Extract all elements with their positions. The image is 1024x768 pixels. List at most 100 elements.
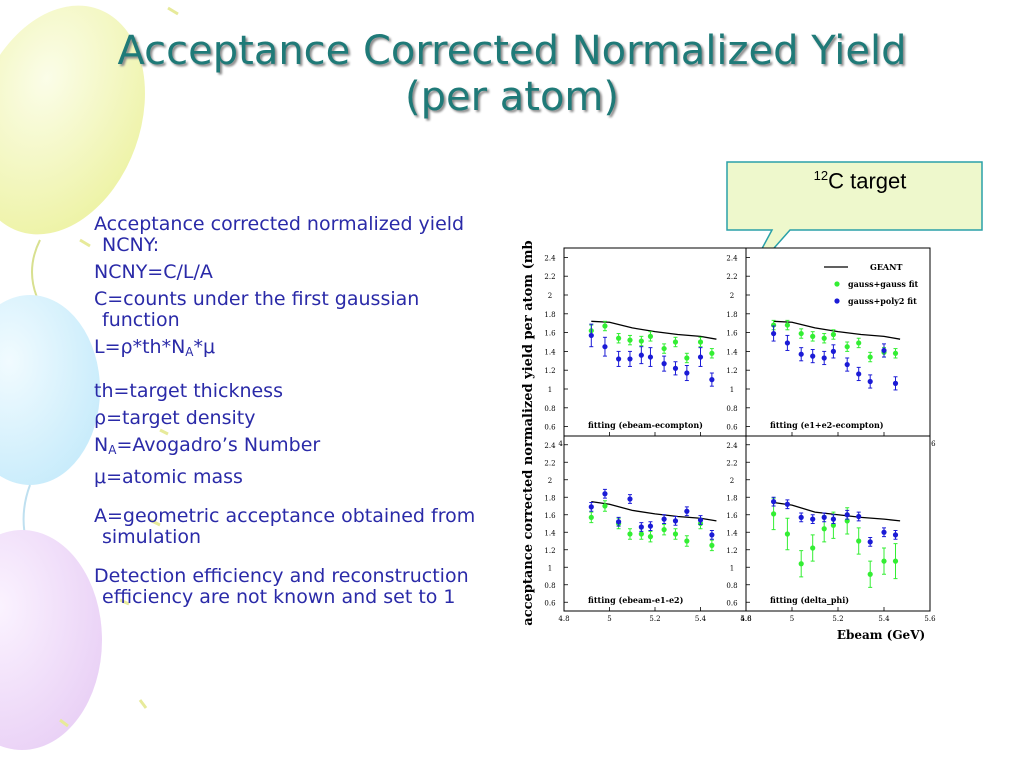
bullet-efficiency-note: Detection efficiency and reconstruction … (94, 565, 469, 608)
gauss-gauss-point (856, 340, 862, 346)
gauss-gauss-point (602, 323, 608, 329)
gauss-poly2-point (856, 513, 862, 520)
gauss-poly2-point (638, 352, 644, 358)
gauss-gauss-point (672, 339, 679, 345)
gauss-poly2-point (627, 356, 633, 362)
gauss-gauss-point (810, 545, 816, 551)
y-tick-label: 1 (548, 564, 552, 572)
gauss-poly2-point (830, 516, 836, 522)
gauss-poly2-point (616, 519, 622, 525)
gauss-poly2-point (821, 514, 827, 520)
callout-text: C target (828, 168, 907, 194)
gauss-poly2-point (881, 347, 887, 354)
gauss-poly2-point (844, 512, 850, 518)
gauss-poly2-point (661, 361, 667, 367)
definitions-list: Acceptance corrected normalized yield NC… (94, 214, 494, 614)
x-tick-label: 4.8 (558, 615, 569, 623)
y-tick-label: 2.4 (726, 254, 738, 262)
gauss-poly2-point (697, 517, 704, 523)
na-subscript: A (108, 443, 117, 457)
y-tick-label: 0.8 (726, 582, 737, 590)
chart-root: 0.6 0.8 1 1.2 1.4 1.6 1.8 2 2.2 2.4 4.8 5 5.2 5.4 5.6 f… (521, 240, 936, 642)
geant-curve (773, 501, 901, 522)
gauss-poly2-point (627, 496, 633, 502)
y-tick-label: 1.2 (726, 547, 737, 555)
gauss-poly2-point (821, 355, 827, 361)
gauss-poly2-point (588, 332, 594, 339)
gauss-gauss-point (638, 338, 644, 344)
bullet-ncny-intro: Acceptance corrected normalized yield NC… (94, 213, 465, 256)
gauss-poly2-point (709, 377, 715, 383)
y-tick-label: 2.2 (544, 459, 555, 467)
title-line-2: (per atom) (404, 74, 619, 120)
l-star: * (193, 336, 204, 358)
gauss-gauss-point (830, 331, 836, 338)
x-tick-label: 5.6 (740, 615, 752, 623)
y-tick-label: 2.4 (544, 254, 556, 262)
gauss-poly2-point (798, 351, 804, 357)
gauss-gauss-point (684, 538, 690, 544)
gauss-poly2-point (881, 529, 887, 535)
x-axis-title: Ebeam (GeV) (837, 628, 925, 642)
callout-superscript: 12 (813, 168, 829, 183)
y-tick-label: 1.8 (726, 311, 737, 319)
y-tick-label: 1.6 (726, 330, 738, 338)
bullet-l-formula: L=ρ*th*NA*μ (94, 337, 494, 363)
gauss-gauss-point (638, 531, 644, 537)
legend-gauss-poly2-label: gauss+poly2 fit (848, 296, 917, 306)
y-tick-label: 2 (730, 477, 734, 485)
chart-panel-1: 0.60.811.21.41.61.822.22.44.855.25.45.6f… (544, 247, 752, 448)
gauss-poly2-point (810, 516, 816, 522)
legend-gauss-gauss-marker (834, 281, 840, 287)
y-tick-label: 2.4 (726, 442, 738, 450)
y-tick-label: 1.4 (544, 348, 556, 356)
y-tick-label: 0.8 (544, 405, 555, 413)
gauss-gauss-point (588, 514, 594, 520)
na-n: N (94, 434, 109, 456)
gauss-poly2-point (844, 361, 850, 368)
y-tick-label: 1.2 (544, 367, 555, 375)
bullet-c-definition: C=counts under the first gaussian functi… (94, 288, 420, 331)
bullet-rho-definition: ρ=target density (94, 408, 494, 429)
gauss-poly2-point (771, 330, 777, 337)
bullet-na-definition: NA=Avogadro’s Number (94, 435, 494, 461)
geant-curve (773, 320, 901, 340)
chart-panel-4: 0.6 0.8 1 1.2 1.4 1.6 1.8 2 2.2 2.4 4.8 5 5.2 5.4 5.6 f… (726, 435, 936, 623)
gauss-gauss-point (684, 355, 690, 361)
y-tick-label: 0.6 (544, 599, 556, 607)
gauss-gauss-point (661, 527, 667, 533)
y-tick-label: 0.8 (544, 582, 555, 590)
gauss-poly2-point (798, 514, 804, 520)
gauss-gauss-point (798, 561, 804, 567)
gauss-gauss-point (892, 558, 899, 564)
gauss-gauss-point (616, 335, 622, 341)
x-tick-label: 5.2 (649, 615, 660, 623)
y-tick-label: 1.4 (726, 348, 738, 356)
gauss-gauss-point (697, 339, 704, 345)
l-prefix: L= (94, 336, 121, 358)
panel-label: fitting (ebeam-ecompton) (588, 420, 703, 430)
y-tick-label: 1.6 (544, 512, 556, 520)
x-tick-label: 5.2 (832, 615, 843, 623)
gauss-gauss-point (844, 344, 850, 350)
blue-balloon (0, 295, 100, 485)
gauss-poly2-point (602, 491, 608, 497)
gauss-gauss-point (881, 558, 887, 564)
gauss-poly2-point (638, 524, 644, 530)
gauss-gauss-point (672, 531, 679, 537)
x-tick-label: 5.4 (878, 615, 890, 623)
gauss-gauss-point (771, 511, 777, 517)
y-tick-label: 1.8 (544, 311, 555, 319)
bullet-a-definition: A=geometric acceptance obtained from sim… (94, 505, 476, 548)
gauss-gauss-point (867, 354, 873, 360)
gauss-poly2-point (856, 371, 862, 377)
gauss-gauss-point (810, 333, 816, 339)
na-def-text: =Avogadro’s Number (116, 434, 321, 456)
gauss-gauss-point (627, 531, 633, 537)
gauss-gauss-point (661, 345, 667, 352)
y-tick-label: 1.4 (726, 529, 738, 537)
y-tick-label: 2.2 (544, 273, 555, 281)
panel-frame (745, 435, 931, 612)
panel-frame (745, 247, 931, 437)
